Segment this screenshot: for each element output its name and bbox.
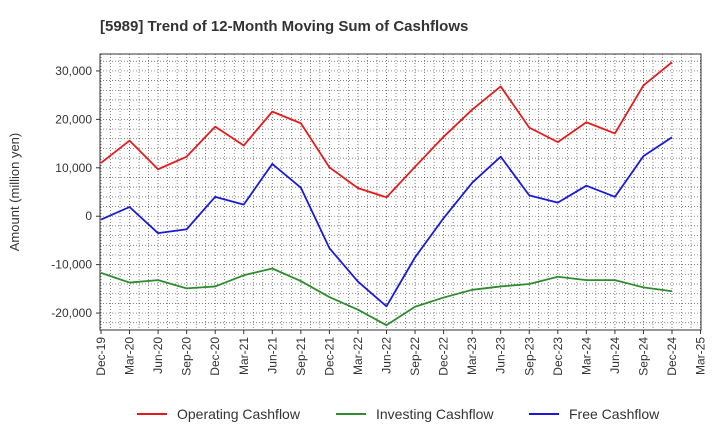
y-tick-label: -20,000 [51, 306, 92, 320]
x-tick-label: Sep-24 [636, 337, 650, 376]
chart-title: [5989] Trend of 12-Month Moving Sum of C… [100, 18, 468, 35]
x-tick-label: Mar-22 [351, 337, 365, 375]
grid-lines [100, 54, 701, 330]
x-tick-label: Dec-21 [322, 337, 336, 376]
x-axis: Dec-19 Mar-20 Jun-20 Sep-20 Dec-20 Mar-21 Jun-… [94, 330, 708, 376]
y-tick-label: 20,000 [55, 112, 92, 126]
y-tick-label: 30,000 [55, 64, 92, 78]
legend-label-investing-cashflow: Investing Cashflow [376, 406, 494, 422]
x-tick-label: Dec-20 [208, 337, 222, 376]
x-tick-label: Jun-20 [151, 337, 165, 374]
x-tick-label: Sep-20 [180, 337, 194, 376]
y-tick-label: -10,000 [51, 258, 92, 272]
x-tick-label: Sep-21 [294, 337, 308, 376]
x-tick-label: Dec-23 [551, 337, 565, 376]
y-tick-label: 10,000 [55, 161, 92, 175]
x-tick-label: Jun-22 [380, 337, 394, 374]
legend: Operating Cashflow Investing Cashflow Free… [137, 406, 660, 422]
x-tick-label: Mar-24 [579, 337, 593, 375]
plot-frame [99, 53, 702, 331]
x-tick-label: Mar-23 [465, 337, 479, 375]
x-tick-label: Jun-21 [265, 337, 279, 374]
x-tick-label: Sep-22 [408, 337, 422, 376]
series-lines [100, 61, 673, 327]
x-tick-label: Dec-24 [665, 337, 679, 376]
x-tick-label: Sep-23 [522, 337, 536, 376]
x-tick-label: Jun-24 [608, 337, 622, 374]
x-tick-label: Dec-19 [94, 337, 108, 376]
y-axis: -20,000 -10,000 0 10,000 20,000 30,000 [51, 64, 100, 320]
series-line-investing-cashflow [100, 267, 673, 327]
series-line-free-cashflow [100, 136, 673, 308]
series-line-operating-cashflow [100, 61, 673, 199]
x-tick-label: Mar-21 [237, 337, 251, 375]
x-tick-label: Dec-22 [437, 337, 451, 376]
x-tick-label: Jun-23 [494, 337, 508, 374]
legend-label-operating-cashflow: Operating Cashflow [177, 406, 301, 422]
y-axis-label: Amount (million yen) [7, 133, 22, 252]
y-tick-label: 0 [85, 209, 92, 223]
x-tick-label: Mar-25 [694, 337, 708, 375]
x-tick-label: Mar-20 [123, 337, 137, 375]
legend-label-free-cashflow: Free Cashflow [569, 406, 660, 422]
